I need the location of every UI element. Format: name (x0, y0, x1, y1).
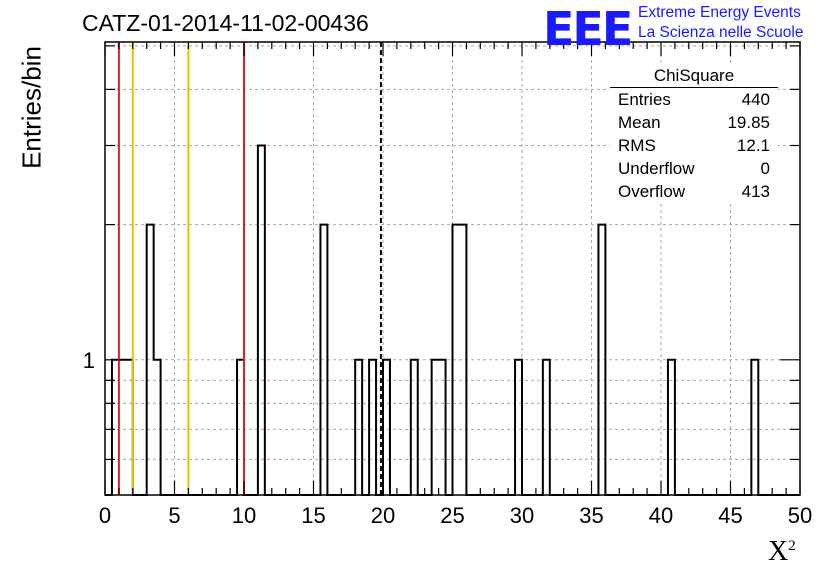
y-axis-label: Entries/bin (16, 46, 47, 169)
stats-label: RMS (618, 136, 656, 155)
stats-label: Mean (618, 113, 661, 132)
reference-lines (117, 42, 382, 495)
x-tick-label: 50 (788, 503, 812, 528)
stats-value: 0 (760, 159, 770, 178)
stats-value: 413 (741, 182, 770, 201)
x-tick-label: 25 (440, 503, 464, 528)
stats-box: ChiSquare Entries 440 Mean 19.85 RMS 12.1 U… (610, 66, 778, 203)
x-tick-label: 35 (579, 503, 603, 528)
stats-label: Underflow (618, 159, 695, 178)
x-axis-label-base: X (768, 536, 789, 567)
x-tick-label: 40 (649, 503, 673, 528)
stats-row: RMS 12.1 (610, 134, 778, 157)
stats-row: Overflow 413 (610, 180, 778, 203)
x-tick-label: 10 (232, 503, 256, 528)
axes (104, 41, 801, 496)
stats-value: 440 (741, 90, 770, 109)
x-axis-label-superscript: 2 (788, 538, 796, 554)
y-tick-label: 1 (83, 348, 95, 373)
chart-title: CATZ-01-2014-11-02-00436 (82, 10, 369, 36)
stats-label: Overflow (618, 182, 686, 201)
stats-row: Entries 440 (610, 88, 778, 111)
stats-row: Mean 19.85 (610, 111, 778, 134)
stats-title: ChiSquare (610, 66, 778, 88)
y-tick-labels: 1 (83, 348, 95, 373)
stats-row: Underflow 0 (610, 157, 778, 180)
x-tick-label: 20 (371, 503, 395, 528)
eee-logo: EEE (543, 2, 633, 56)
brand-line-2: La Scienza nelle Scuole (638, 24, 804, 41)
stats-value: 12.1 (736, 136, 770, 155)
stats-value: 19.85 (727, 113, 770, 132)
x-tick-label: 45 (718, 503, 742, 528)
grid-lines (105, 42, 800, 495)
brand-line-1: Extreme Energy Events (638, 4, 801, 21)
x-tick-label: 5 (168, 503, 180, 528)
stats-label: Entries (618, 90, 671, 109)
x-tick-label: 15 (301, 503, 325, 528)
x-tick-labels: 0 5 10 15 20 25 30 35 40 45 50 (99, 503, 812, 528)
x-axis-label: X2 (768, 536, 796, 568)
x-tick-label: 30 (510, 503, 534, 528)
x-tick-label: 0 (99, 503, 111, 528)
